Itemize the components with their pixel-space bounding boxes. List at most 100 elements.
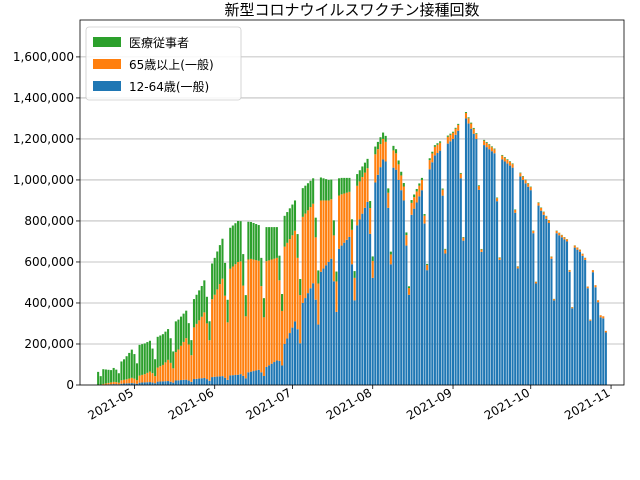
bar-65-plus xyxy=(205,323,208,380)
bar-12-64 xyxy=(314,299,317,385)
bar-65-plus xyxy=(159,366,162,382)
bar-65-plus xyxy=(213,294,216,377)
bar-65-plus xyxy=(200,316,203,379)
bar-12-64 xyxy=(115,384,118,385)
bar-12-64 xyxy=(135,383,139,385)
bar-healthcare xyxy=(402,183,405,187)
bar-healthcare xyxy=(213,257,216,295)
bar-healthcare xyxy=(426,263,429,265)
bar-healthcare xyxy=(470,122,473,124)
bar-65-plus xyxy=(283,246,286,344)
bar-healthcare xyxy=(483,139,486,141)
bar-65-plus xyxy=(395,153,398,170)
bar-healthcare xyxy=(379,137,382,145)
bar-65-plus xyxy=(288,239,291,334)
bar-12-64 xyxy=(444,253,447,385)
bar-65-plus xyxy=(475,134,478,139)
bar-12-64 xyxy=(459,178,462,385)
chart-title: 新型コロナウイルスワクチン接種回数 xyxy=(224,1,479,19)
bar-65-plus xyxy=(330,199,333,259)
bar-healthcare xyxy=(529,186,532,188)
bar-65-plus xyxy=(407,288,411,295)
bar-65-plus xyxy=(275,257,278,361)
bar-12-64 xyxy=(283,343,286,385)
bar-12-64 xyxy=(467,123,470,385)
bar-65-plus xyxy=(296,257,299,330)
bar-65-plus xyxy=(545,216,548,219)
bar-healthcare xyxy=(135,363,139,381)
bar-12-64 xyxy=(366,201,369,385)
bar-65-plus xyxy=(568,270,571,272)
bar-healthcare xyxy=(252,223,255,260)
bar-65-plus xyxy=(353,277,356,301)
bar-65-plus xyxy=(420,179,423,191)
bar-12-64 xyxy=(239,374,242,385)
bar-healthcare xyxy=(179,316,183,346)
bar-65-plus xyxy=(218,284,221,377)
bar-healthcare xyxy=(99,376,102,385)
bar-65-plus xyxy=(537,202,540,206)
bar-12-64 xyxy=(415,202,418,385)
bar-healthcare xyxy=(527,183,530,184)
bar-65-plus xyxy=(343,193,346,243)
bar-12-64 xyxy=(470,128,473,385)
bar-12-64 xyxy=(187,380,190,385)
bar-12-64 xyxy=(519,176,522,385)
bar-65-plus xyxy=(529,187,532,191)
bar-65-plus xyxy=(413,197,416,209)
bar-12-64 xyxy=(420,190,423,385)
bar-12-64 xyxy=(164,381,167,385)
bar-65-plus xyxy=(350,229,354,265)
legend-swatch-65-plus xyxy=(93,59,121,69)
bar-12-64 xyxy=(462,240,465,385)
bar-healthcare xyxy=(148,340,151,372)
bar-65-plus xyxy=(322,200,325,269)
bar-healthcare xyxy=(493,148,496,150)
bar-12-64 xyxy=(547,223,550,385)
bar-12-64 xyxy=(312,283,315,385)
bar-12-64 xyxy=(382,159,385,385)
bar-65-plus xyxy=(467,118,470,124)
bar-65-plus xyxy=(234,264,237,375)
bar-65-plus xyxy=(325,200,328,266)
bar-65-plus xyxy=(249,258,253,372)
bar-healthcare xyxy=(382,132,385,139)
bar-healthcare xyxy=(102,369,105,384)
bar-12-64 xyxy=(255,370,258,385)
bar-65-plus xyxy=(457,124,460,131)
bar-65-plus xyxy=(506,159,509,164)
bar-12-64 xyxy=(433,155,436,385)
bar-healthcare xyxy=(521,176,525,177)
bar-12-64 xyxy=(426,270,429,385)
bar-65-plus xyxy=(221,278,224,377)
bar-12-64 xyxy=(146,382,149,385)
bar-65-plus xyxy=(363,172,366,208)
bar-healthcare xyxy=(236,220,240,262)
bar-healthcare xyxy=(187,323,190,345)
bar-12-64 xyxy=(141,382,144,385)
bar-12-64 xyxy=(477,189,480,385)
bar-12-64 xyxy=(374,182,377,385)
bar-healthcare xyxy=(224,262,227,296)
bar-12-64 xyxy=(231,375,234,385)
bar-healthcare xyxy=(309,180,312,208)
bar-healthcare xyxy=(436,143,439,145)
bar-65-plus xyxy=(405,235,408,246)
bar-12-64 xyxy=(221,376,224,385)
bar-65-plus xyxy=(281,310,284,366)
bar-65-plus xyxy=(195,323,198,379)
bar-65-plus xyxy=(576,247,579,250)
bar-65-plus xyxy=(459,173,462,179)
bar-65-plus xyxy=(371,260,374,278)
bar-12-64 xyxy=(565,241,569,385)
bar-65-plus xyxy=(345,192,348,240)
bar-12-64 xyxy=(192,379,196,385)
bar-12-64 xyxy=(309,288,312,385)
bar-12-64 xyxy=(182,379,185,385)
bar-12-64 xyxy=(345,239,348,385)
bar-65-plus xyxy=(335,281,338,312)
bar-12-64 xyxy=(439,150,442,385)
bar-12-64 xyxy=(332,281,335,385)
bar-12-64 xyxy=(511,167,514,385)
bar-65-plus xyxy=(167,359,170,382)
